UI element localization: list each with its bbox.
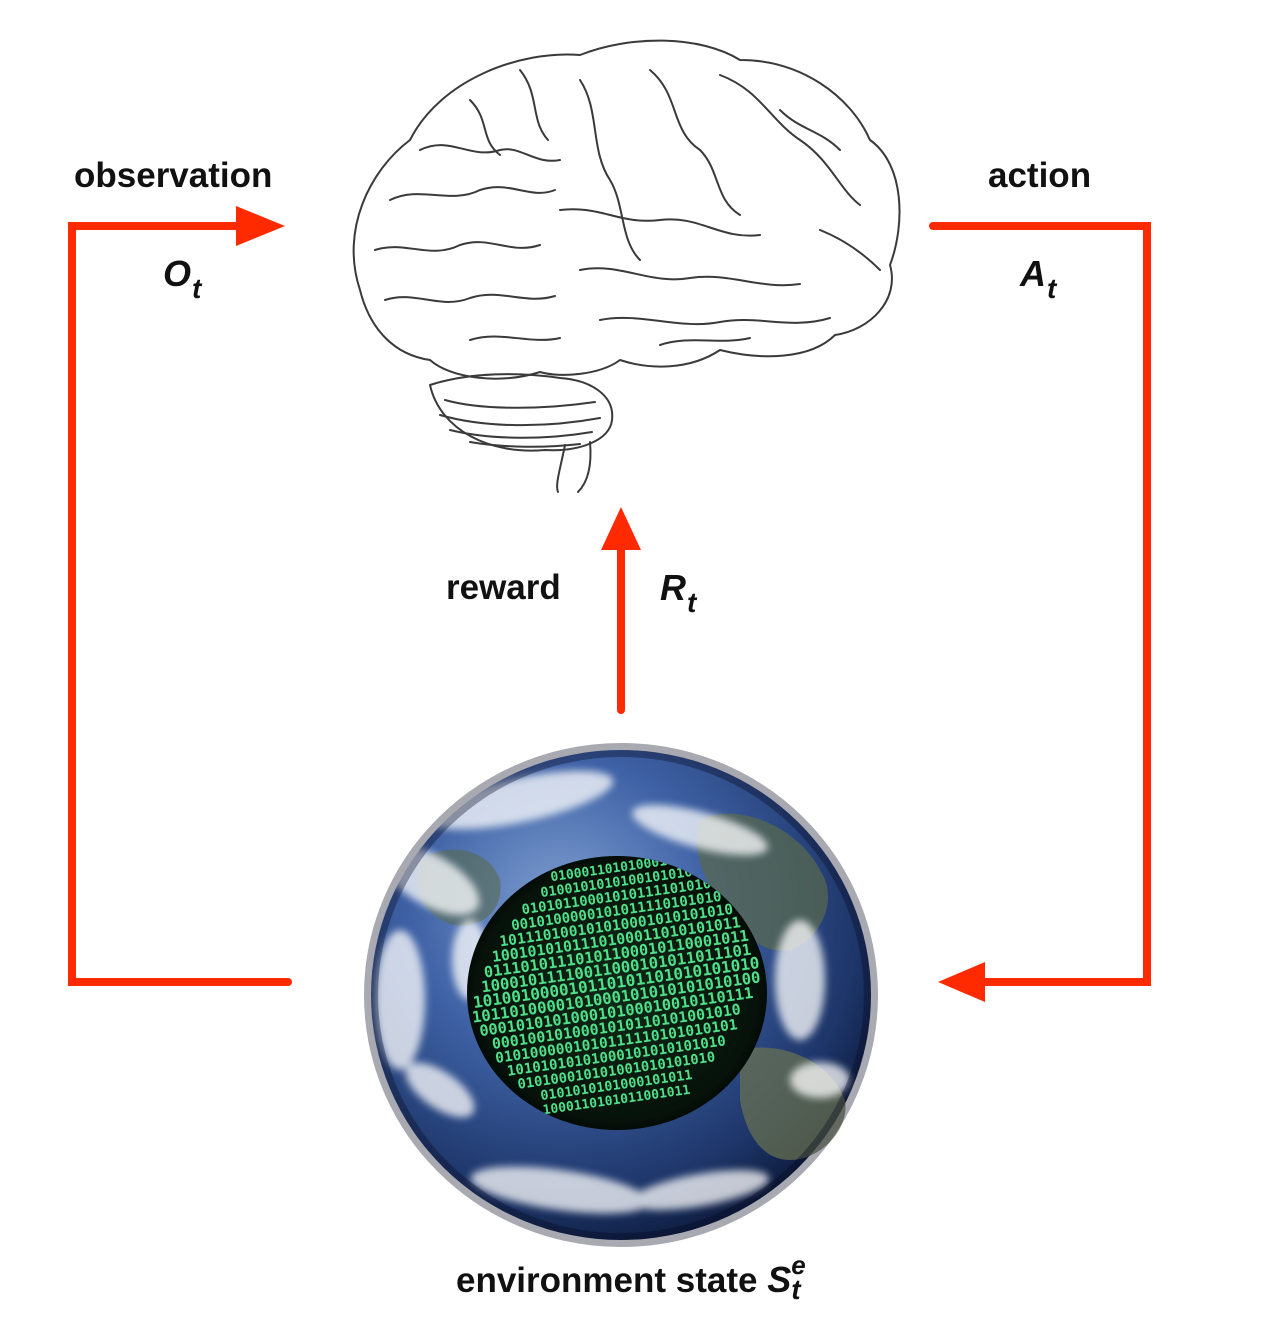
observation-variable: Ot (163, 253, 201, 303)
reward-variable: Rt (660, 567, 696, 617)
action-symbol: A (1020, 253, 1046, 294)
action-arrow (929, 222, 1151, 986)
reward-label: reward (446, 568, 561, 607)
reward-subscript: t (687, 587, 697, 618)
action-variable: At (1020, 253, 1056, 303)
action-label: action (988, 156, 1092, 195)
observation-arrowhead (236, 206, 285, 246)
action-subscript: t (1047, 273, 1057, 304)
brain-icon (352, 39, 901, 493)
observation-arrow (68, 222, 292, 986)
observation-symbol: O (163, 253, 192, 294)
environment-state-text: environment state (456, 1261, 758, 1300)
environment-state-symbol: S (767, 1259, 792, 1300)
binary-digits: 0100011010100010101001010101001010100101… (471, 856, 762, 1118)
reward-arrowhead (601, 507, 641, 550)
observation-label: observation (74, 156, 273, 195)
environment-state-subscript: t (791, 1274, 801, 1305)
action-arrowhead (938, 962, 985, 1002)
environment-state-superscript: e (791, 1250, 806, 1280)
reward-symbol: R (660, 567, 686, 608)
binary-core (467, 856, 767, 1130)
earth-globe: 0100011010100010101001010101001010100101… (364, 743, 878, 1247)
observation-subscript: t (192, 273, 202, 304)
